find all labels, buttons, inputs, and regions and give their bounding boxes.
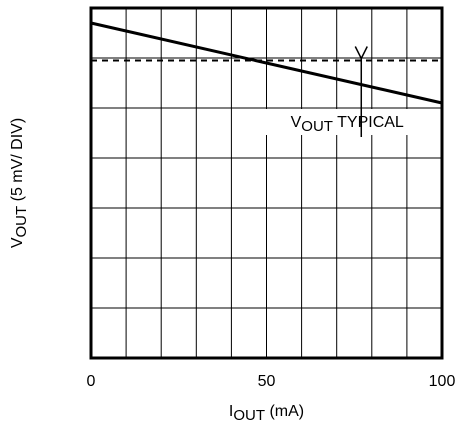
y-axis-label: VOUT (5 mV/ DIV) (9, 118, 30, 248)
x-axis-label: IOUT (mA) (229, 403, 304, 424)
series-line-vout (90, 21, 443, 105)
grid (91, 8, 442, 358)
annotation-label-rest: TYPICAL (333, 114, 404, 131)
annotation-arrow-head (354, 46, 368, 61)
y-axis-label-sub: OUT (13, 206, 30, 238)
y-axis-label-unit: (5 mV/ DIV) (9, 118, 26, 206)
x-tick-labels: 0 50 100 (87, 373, 456, 390)
vout-typical-annotation: VOUT TYPICAL (259, 46, 436, 137)
annotation-label-sub: OUT (301, 118, 333, 135)
x-axis-label-sub: OUT (233, 407, 265, 424)
x-tick-label: 0 (87, 373, 96, 390)
x-axis-label-unit: (mA) (265, 403, 304, 420)
annotation-label-main: V (291, 114, 302, 131)
x-axis-label-main: I (229, 403, 233, 420)
y-axis-label-main: V (9, 237, 26, 248)
series-group (90, 21, 443, 105)
x-tick-label: 50 (258, 373, 276, 390)
annotation-background (259, 109, 436, 135)
x-tick-label: 100 (429, 373, 456, 390)
plot-frame (89, 6, 444, 360)
annotation-label: VOUT TYPICAL (291, 114, 404, 135)
